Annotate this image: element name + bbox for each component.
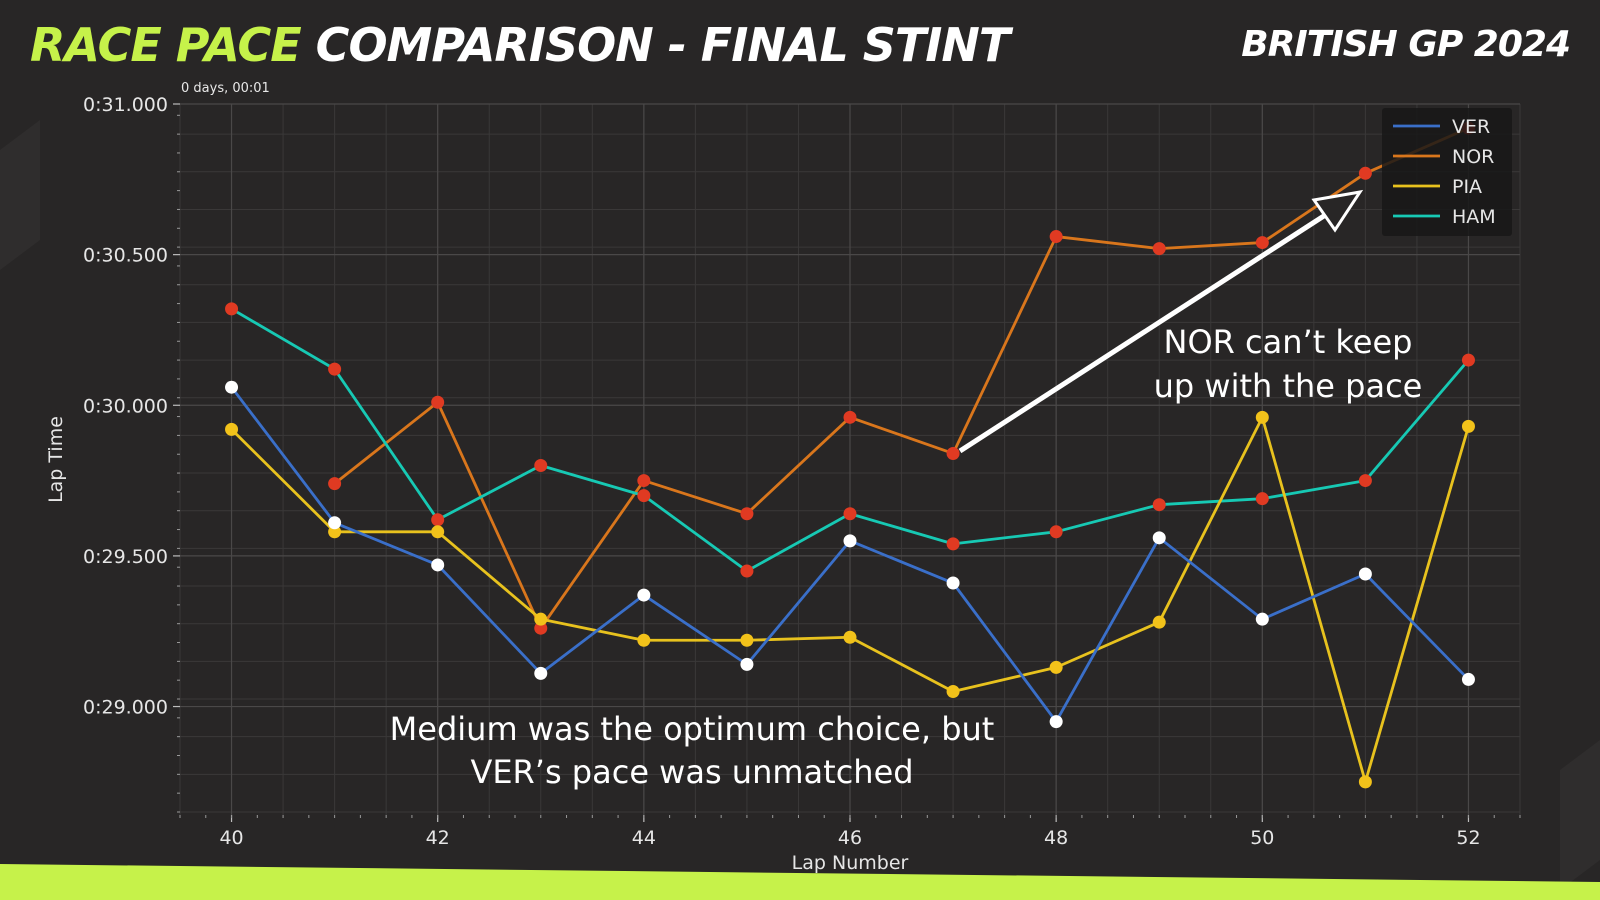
data-point-pia xyxy=(1049,660,1063,674)
x-tick-label: 50 xyxy=(1250,827,1274,849)
data-point-ver xyxy=(1461,672,1475,686)
y-tick-label: 0:29.500 xyxy=(83,546,168,568)
data-point-pia xyxy=(534,612,548,626)
data-point-ver xyxy=(1255,612,1269,626)
data-point-ver xyxy=(740,657,754,671)
data-point-ham xyxy=(1152,498,1166,512)
axis-offset-label: 0 days, 00:01 xyxy=(181,81,270,96)
legend-label-nor: NOR xyxy=(1452,146,1494,168)
nor-annotation-arrow-head xyxy=(1311,189,1364,233)
chart-legend: VER NOR PIA HAM xyxy=(1382,108,1512,236)
legend-label-pia: PIA xyxy=(1452,176,1482,198)
data-point-ver xyxy=(637,588,651,602)
data-point-pia xyxy=(225,422,239,436)
data-point-nor xyxy=(637,474,651,488)
y-tick-label: 0:30.000 xyxy=(83,395,168,417)
x-tick-label: 46 xyxy=(838,827,862,849)
data-point-nor xyxy=(843,410,857,424)
nor-annotation-line-1: NOR can’t keep xyxy=(1164,323,1413,361)
data-point-nor xyxy=(534,621,548,635)
x-tick-label: 48 xyxy=(1044,827,1068,849)
data-point-pia xyxy=(1461,419,1475,433)
data-point-pia xyxy=(637,633,651,647)
data-point-ham xyxy=(843,507,857,521)
data-point-nor xyxy=(1358,166,1372,180)
data-point-ham xyxy=(637,489,651,503)
page-title: RACE PACE COMPARISON - FINAL STINT xyxy=(30,18,1011,72)
data-point-nor xyxy=(328,477,342,491)
y-tick-label: 0:31.000 xyxy=(83,94,168,116)
data-point-nor xyxy=(1255,236,1269,250)
event-name: BRITISH GP 2024 xyxy=(1241,24,1571,65)
data-point-ham xyxy=(1255,492,1269,506)
data-point-ham xyxy=(1358,474,1372,488)
x-axis-label: Lap Number xyxy=(792,852,909,874)
nor-annotation-line-2: up with the pace xyxy=(1154,367,1423,405)
y-axis-label: Lap Time xyxy=(45,416,67,503)
data-point-ham xyxy=(946,537,960,551)
data-point-ver xyxy=(1152,531,1166,545)
legend-label-ver: VER xyxy=(1452,116,1490,138)
data-point-pia xyxy=(1255,410,1269,424)
x-tick-label: 52 xyxy=(1456,827,1480,849)
data-point-ver xyxy=(225,380,239,394)
data-point-ham xyxy=(1461,353,1475,367)
data-point-ver xyxy=(946,576,960,590)
data-point-nor xyxy=(740,507,754,521)
chart-axes: 40 42 44 46 48 50 52 0:29.000 0:29.500 0:30.000 0:… xyxy=(45,94,1521,874)
data-point-ham xyxy=(431,513,445,527)
data-point-ham xyxy=(740,564,754,578)
data-point-ham xyxy=(328,362,342,376)
annotation-layer: NOR can’t keep up with the pace Medium w… xyxy=(390,189,1423,791)
data-point-pia xyxy=(843,630,857,644)
nor-annotation-arrow-shaft xyxy=(958,209,1332,454)
series-points xyxy=(225,121,1475,789)
y-tick-label: 0:30.500 xyxy=(83,245,168,267)
data-point-pia xyxy=(328,525,342,539)
data-point-nor xyxy=(1152,242,1166,256)
data-point-ver xyxy=(534,666,548,680)
title-rest: COMPARISON - FINAL STINT xyxy=(300,18,1011,72)
bottom-annotation-line-2: VER’s pace was unmatched xyxy=(470,753,913,791)
data-point-ham xyxy=(534,459,548,473)
bottom-accent-band xyxy=(0,864,1600,900)
data-point-pia xyxy=(740,633,754,647)
data-point-ver xyxy=(431,558,445,572)
data-point-nor xyxy=(431,395,445,409)
chart-grid xyxy=(179,103,1521,815)
data-point-ver xyxy=(1049,715,1063,729)
data-point-nor xyxy=(946,446,960,460)
data-point-pia xyxy=(431,525,445,539)
data-point-nor xyxy=(1049,230,1063,244)
legend-label-ham: HAM xyxy=(1452,206,1496,228)
legend-box xyxy=(1382,108,1512,236)
x-tick-label: 42 xyxy=(426,827,450,849)
data-point-pia xyxy=(1358,775,1372,789)
x-tick-label: 44 xyxy=(632,827,656,849)
data-point-pia xyxy=(1152,615,1166,629)
series-line-nor xyxy=(333,126,1470,630)
data-point-ham xyxy=(1049,525,1063,539)
data-point-ver xyxy=(843,534,857,548)
bottom-annotation-line-1: Medium was the optimum choice, but xyxy=(390,710,995,748)
y-tick-label: 0:29.000 xyxy=(83,697,168,719)
title-accent: RACE PACE xyxy=(30,18,302,72)
x-tick-label: 40 xyxy=(219,827,243,849)
data-point-ver xyxy=(1358,567,1372,581)
data-point-pia xyxy=(946,684,960,698)
data-point-ver xyxy=(328,516,342,530)
data-point-ham xyxy=(225,302,239,316)
